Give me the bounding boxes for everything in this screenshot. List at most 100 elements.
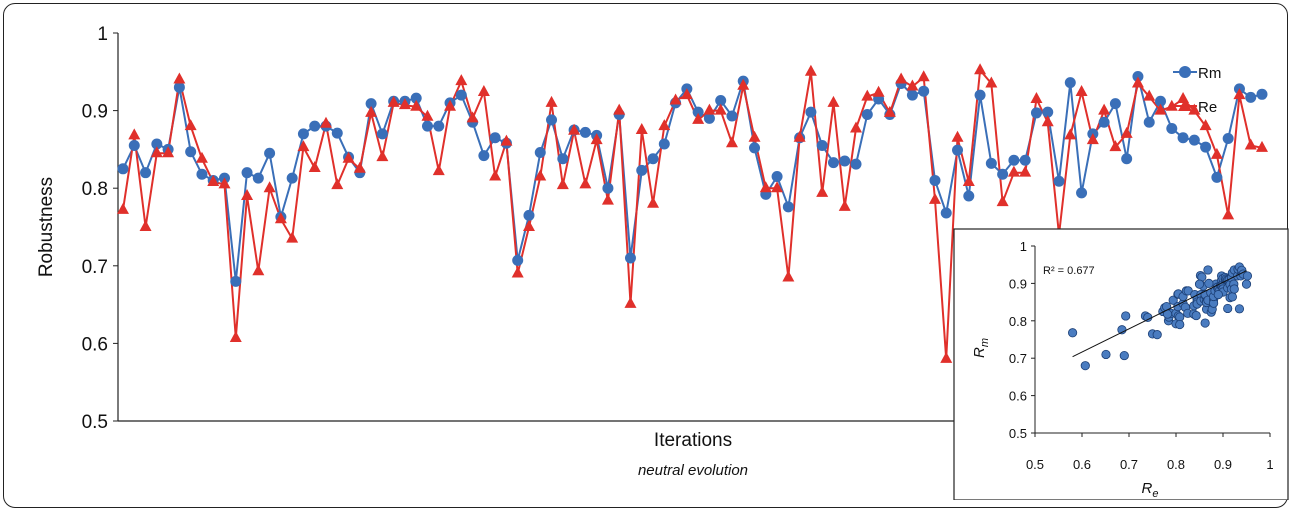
main-y-ticks: 0.5 0.6 0.7 0.8 0.9 1 [82,24,118,433]
series-rm-point [173,81,185,93]
series-re-point [466,111,479,123]
series-rm-point [918,85,930,97]
series-re-point [590,133,603,145]
main-series-group [117,63,1268,363]
series-re-point [173,72,186,84]
inset-point [1234,304,1245,314]
inset-x-tick-label: 0.6 [1073,457,1091,472]
series-re-point [1154,103,1167,115]
series-rm-point [140,167,152,179]
series-re-point [128,128,141,140]
series-rm-point [286,172,298,184]
series-re-point [489,169,502,181]
series-re-point [782,270,795,282]
series-re-point [1064,128,1077,140]
series-re-point [985,76,998,88]
inset-point [1213,290,1223,300]
series-re-point [297,140,310,152]
series-re-point [1007,165,1020,177]
series-re-point [850,121,863,133]
inset-point [1242,271,1253,281]
series-rm-point [534,147,546,159]
series-re-point [1199,119,1212,131]
inset-ticks: 0.5 0.6 0.7 0.8 0.9 1 0.5 0.6 0.7 0.8 0.9 1 [1009,239,1274,472]
main-y-tick-label: 0.5 [82,412,108,433]
inset-r2-annotation: R² = 0.677 [1043,265,1095,277]
inset-y-tick-label: 0.8 [1009,314,1027,329]
series-re-point [319,116,332,128]
inset-x-tick-label: 0.8 [1167,457,1185,472]
series-rm-point [940,207,952,219]
series-re-point [556,178,569,190]
series-re-point [635,123,648,134]
inset-point [1191,310,1201,321]
inset-trendline [1072,270,1247,358]
series-re-point [737,78,750,90]
series-rm-point [455,89,467,101]
series-re-point [917,70,930,82]
main-y-tick-label: 0.9 [82,102,108,123]
series-re-point [759,181,772,193]
series-rm-point [952,144,964,156]
series-rm-point [602,182,614,194]
inset-point [1119,350,1129,361]
inset-point [1227,292,1238,302]
series-re-point [680,88,693,100]
series-re-point [816,185,829,197]
inset-scatter: 0.5 0.6 0.7 0.8 0.9 1 0.5 0.6 0.7 0.8 0.9 1 R² = 0.… [953,228,1289,500]
series-re-point [286,231,299,243]
series-re-point [455,74,468,86]
series-re-point [827,95,840,107]
series-rm-point [365,98,377,110]
inset-point [1194,279,1205,289]
legend-re-marker [1178,99,1192,111]
series-rm-point [636,164,648,176]
series-re-point [353,161,366,173]
inset-point [1204,278,1214,288]
series-rm-point [331,127,343,139]
series-re-point [568,123,581,135]
series-rm-point [1177,132,1189,144]
series-re-point [996,195,1009,207]
series-rm-point [1245,91,1257,103]
series-re-point [703,103,716,115]
inset-y-axis-label: Rm [971,338,991,358]
legend-rm-marker [1179,66,1191,78]
series-re-point [838,199,851,211]
series-rm-point [929,174,941,186]
series-re-point [1165,99,1178,111]
series-re-point [207,174,220,186]
inset-y-tick-label: 0.6 [1009,389,1027,404]
inset-point [1241,279,1252,289]
series-rm-point [624,252,636,264]
series-re-point [647,196,660,208]
series-rm-point [782,201,794,213]
series-rm-point [1256,88,1268,100]
series-rm-point [1211,171,1223,183]
series-re-point [714,103,727,115]
series-re-point [1075,84,1088,96]
main-y-tick-label: 0.6 [82,334,108,355]
inset-y-tick-label: 1 [1020,239,1027,254]
inset-x-tick-label: 0.9 [1214,457,1232,472]
series-re-point [421,109,434,121]
series-re-point [1188,103,1201,115]
series-re-point [793,130,806,142]
series-re-point [725,136,738,148]
series-re-point [861,89,874,101]
series-re-point [263,181,276,193]
series-re-point [308,161,321,173]
series-re-point [601,193,614,205]
series-rm-point [1155,95,1167,107]
series-re-point [410,99,423,111]
series-re-point [500,134,513,146]
series-rm-point [647,153,659,165]
series-re-point [974,63,987,75]
series-re-point [150,146,163,158]
series-rm-point [1030,107,1042,119]
series-re-point [398,98,411,110]
inset-x-axis-label: Re [1142,480,1159,500]
inset-y-tick-label: 0.9 [1009,276,1027,291]
series-re-point [1210,147,1223,159]
series-re-point [1244,138,1257,150]
